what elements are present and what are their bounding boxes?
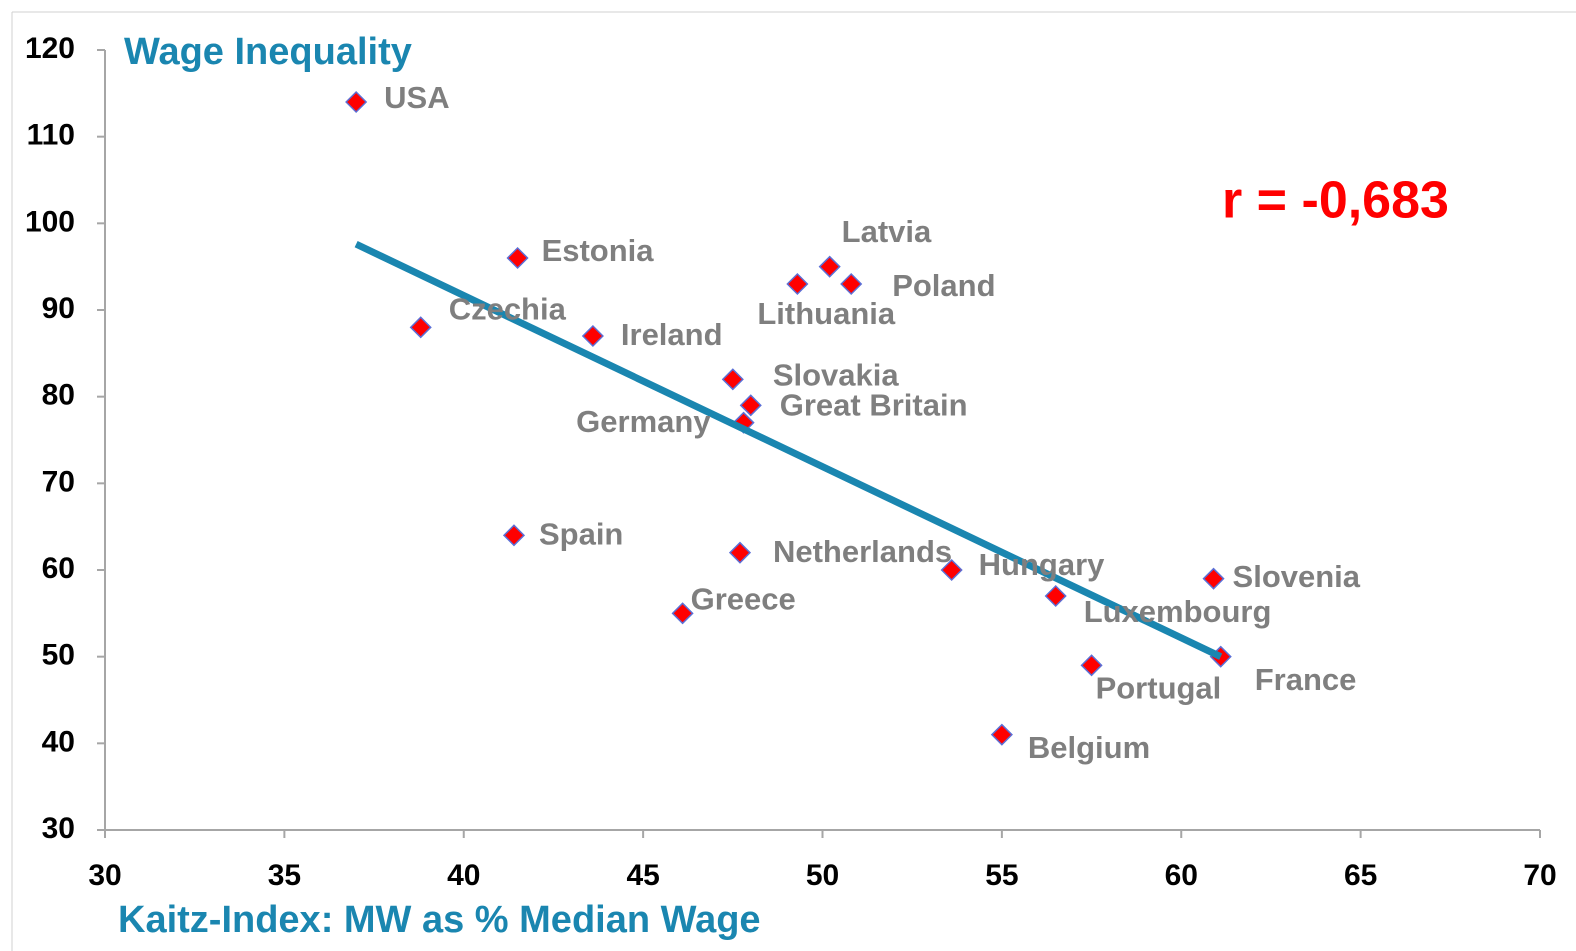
y-tick-label: 40	[42, 725, 75, 758]
point	[409, 316, 432, 339]
y-tick-label: 60	[42, 552, 75, 585]
trendline	[354, 240, 1223, 660]
point-label: Greece	[691, 582, 796, 617]
point-label: France	[1255, 662, 1357, 697]
point-label: Ireland	[621, 317, 723, 352]
point-label: Estonia	[542, 233, 655, 268]
point	[818, 255, 841, 278]
point-label: Slovenia	[1233, 559, 1361, 594]
x-tick-label: 40	[447, 859, 480, 892]
point-label: USA	[384, 80, 449, 115]
y-tick-label: 90	[42, 292, 75, 325]
point-label: Slovakia	[773, 358, 900, 393]
point-label: Germany	[576, 404, 711, 439]
x-tick-label: 70	[1523, 859, 1556, 892]
x-tick-label: 55	[985, 859, 1018, 892]
x-tick-label: 65	[1344, 859, 1377, 892]
y-tick-label: 120	[25, 32, 75, 65]
y-tick-label: 100	[25, 205, 75, 238]
point-label: Latvia	[842, 214, 932, 249]
y-tick-label: 30	[42, 812, 75, 845]
y-tick-label: 50	[42, 639, 75, 672]
x-tick-label: 45	[626, 859, 659, 892]
y-tick-label: 70	[42, 465, 75, 498]
point	[1044, 584, 1067, 608]
point-label: Spain	[539, 517, 623, 552]
point-label: Czechia	[449, 292, 567, 327]
x-tick-label: 30	[88, 859, 121, 892]
point	[739, 394, 762, 417]
x-tick-label: 60	[1165, 859, 1198, 892]
annotation: r = -0,683	[1222, 172, 1449, 230]
point	[502, 524, 526, 547]
point	[581, 324, 604, 348]
point	[1080, 654, 1103, 677]
point	[728, 541, 752, 564]
point	[671, 602, 694, 625]
x-axis-label: Kaitz-Index: MW as % Median Wage	[118, 899, 761, 941]
point	[840, 272, 863, 296]
y-tick-label: 110	[27, 119, 75, 152]
point-label: Portugal	[1096, 671, 1222, 706]
point-label: Netherlands	[773, 534, 952, 569]
x-tick-label: 50	[806, 859, 839, 892]
point	[940, 558, 963, 582]
x-tick-label: 35	[268, 859, 301, 892]
point	[1202, 567, 1225, 590]
point	[506, 246, 529, 270]
point-label: Poland	[892, 268, 995, 303]
point-label: Hungary	[979, 547, 1106, 582]
point-label: Lithuania	[757, 296, 896, 331]
point	[786, 272, 809, 296]
point	[721, 368, 744, 391]
point-label: Luxembourg	[1084, 594, 1272, 629]
point	[345, 90, 368, 114]
point-label: Belgium	[1028, 730, 1150, 765]
point-label: Great Britain	[780, 388, 968, 423]
chart-title: Wage Inequality	[124, 31, 412, 73]
y-tick-label: 80	[42, 379, 75, 412]
point	[990, 723, 1013, 746]
